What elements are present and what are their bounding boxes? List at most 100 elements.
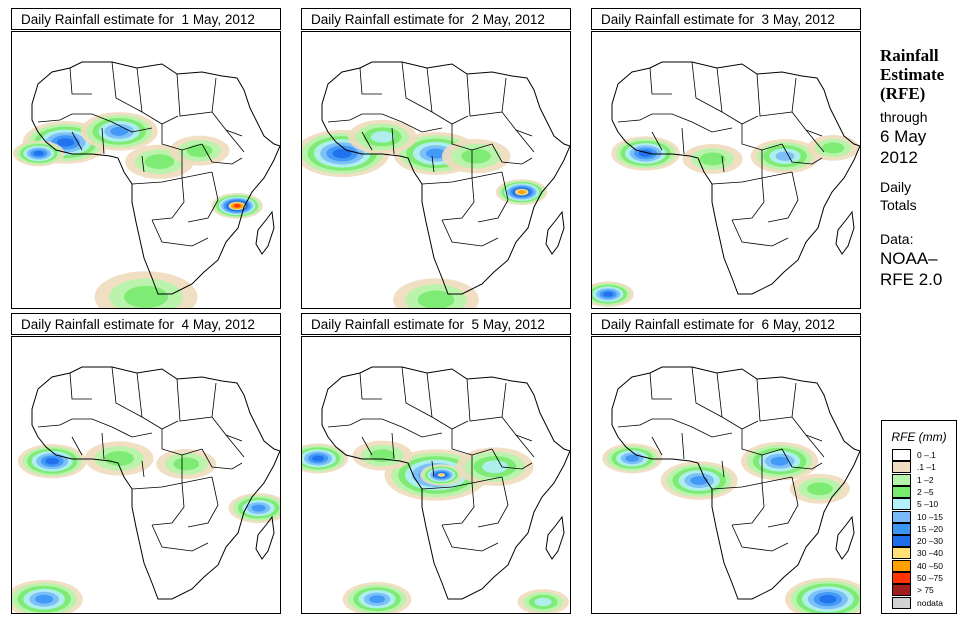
country-border — [791, 416, 823, 442]
country-border — [767, 476, 799, 528]
data-source: NOAA– — [880, 249, 938, 268]
legend-label: .1 –1 — [917, 462, 936, 473]
country-border — [741, 124, 783, 151]
rainfall-area — [770, 456, 789, 466]
country-border — [161, 124, 203, 151]
country-border — [141, 155, 145, 173]
country-border — [491, 143, 533, 165]
country-border — [649, 372, 672, 400]
country-border — [431, 460, 435, 478]
country-border — [791, 111, 823, 137]
legend-label: 2 –5 — [917, 486, 934, 497]
rainfall-area — [104, 451, 134, 466]
rainfall-area — [123, 285, 169, 308]
through-year: 2012 — [880, 148, 918, 167]
totals-label: Totals — [880, 197, 917, 213]
country-border — [421, 476, 503, 490]
rainfall-area — [173, 457, 200, 471]
madagascar-outline — [255, 515, 275, 560]
country-border — [716, 67, 759, 125]
country-border — [69, 67, 92, 95]
country-border — [515, 434, 535, 458]
country-border — [401, 121, 443, 133]
country-border — [111, 121, 153, 133]
rainfall-layer — [592, 135, 859, 308]
rainfall-map — [301, 31, 571, 309]
country-border — [391, 432, 395, 460]
country-border — [491, 448, 533, 470]
country-border — [361, 131, 373, 151]
legend-label: 5 –10 — [917, 499, 939, 510]
africa-map-svg — [302, 366, 570, 613]
rainfall-area — [233, 204, 241, 208]
country-border — [781, 143, 823, 165]
legend-label: > 75 — [917, 585, 934, 596]
heading-line: (RFE) — [880, 84, 926, 103]
country-border — [451, 429, 493, 456]
legend-swatch — [892, 498, 911, 511]
legend-swatch — [892, 572, 911, 584]
country-border — [451, 124, 493, 151]
country-border — [151, 177, 185, 221]
through-label: through — [880, 109, 928, 125]
legend-label: 10 –15 — [917, 511, 943, 522]
country-border — [731, 177, 765, 221]
rainfall-area — [534, 597, 552, 607]
country-border — [691, 61, 723, 113]
country-border — [691, 366, 723, 418]
africa-coastline — [611, 61, 860, 295]
rainfall-map — [591, 336, 861, 614]
heading-line: Estimate — [880, 65, 945, 84]
country-border — [711, 476, 793, 490]
madagascar-outline — [545, 515, 565, 560]
country-border — [71, 131, 83, 151]
country-border — [426, 372, 469, 430]
legend-label: nodata — [917, 597, 943, 608]
country-border — [176, 378, 217, 422]
rainfall-area — [33, 150, 44, 157]
rainfall-map — [11, 336, 281, 614]
country-border — [741, 429, 783, 456]
country-border — [651, 436, 663, 456]
panel-title: Daily Rainfall estimate for 4 May, 2012 — [11, 313, 281, 335]
rainfall-area — [417, 290, 455, 308]
rainfall-area — [251, 504, 266, 512]
country-border — [391, 127, 395, 155]
country-border — [501, 416, 533, 442]
data-label: Data: — [880, 231, 914, 247]
country-border — [731, 482, 765, 526]
africa-map-svg — [13, 61, 280, 308]
country-border — [756, 378, 797, 422]
rainfall-area — [461, 148, 491, 164]
rainfall-area — [35, 594, 54, 604]
country-border — [37, 418, 113, 428]
rainfall-area — [517, 190, 526, 195]
africa-coastline — [31, 61, 280, 295]
country-border — [111, 426, 153, 438]
heading-line: Rainfall — [880, 46, 939, 65]
country-border — [401, 366, 433, 418]
country-border — [187, 171, 219, 223]
country-border — [201, 143, 243, 165]
rainfall-map — [301, 336, 571, 614]
rainfall-area — [602, 291, 614, 297]
country-border — [131, 476, 213, 490]
country-border — [649, 67, 672, 95]
country-border — [141, 460, 145, 478]
sidebar-info: Rainfall Estimate (RFE) through 6 May 20… — [880, 46, 967, 290]
legend-label: 20 –30 — [917, 536, 943, 547]
country-border — [721, 460, 725, 478]
legend-swatch — [892, 485, 911, 498]
country-border — [477, 171, 509, 223]
africa-coastline — [31, 366, 280, 600]
through-date: 6 May — [880, 127, 927, 146]
legend-label: 40 –50 — [917, 560, 943, 571]
madagascar-outline — [835, 210, 855, 255]
legend-swatch — [892, 522, 911, 535]
legend-label: 0 –.1 — [917, 450, 936, 460]
country-border — [401, 426, 443, 438]
legend-swatch — [892, 473, 911, 486]
africa-map-svg — [302, 61, 570, 308]
rainfall-layer — [302, 440, 569, 613]
africa-coastline — [321, 366, 570, 600]
